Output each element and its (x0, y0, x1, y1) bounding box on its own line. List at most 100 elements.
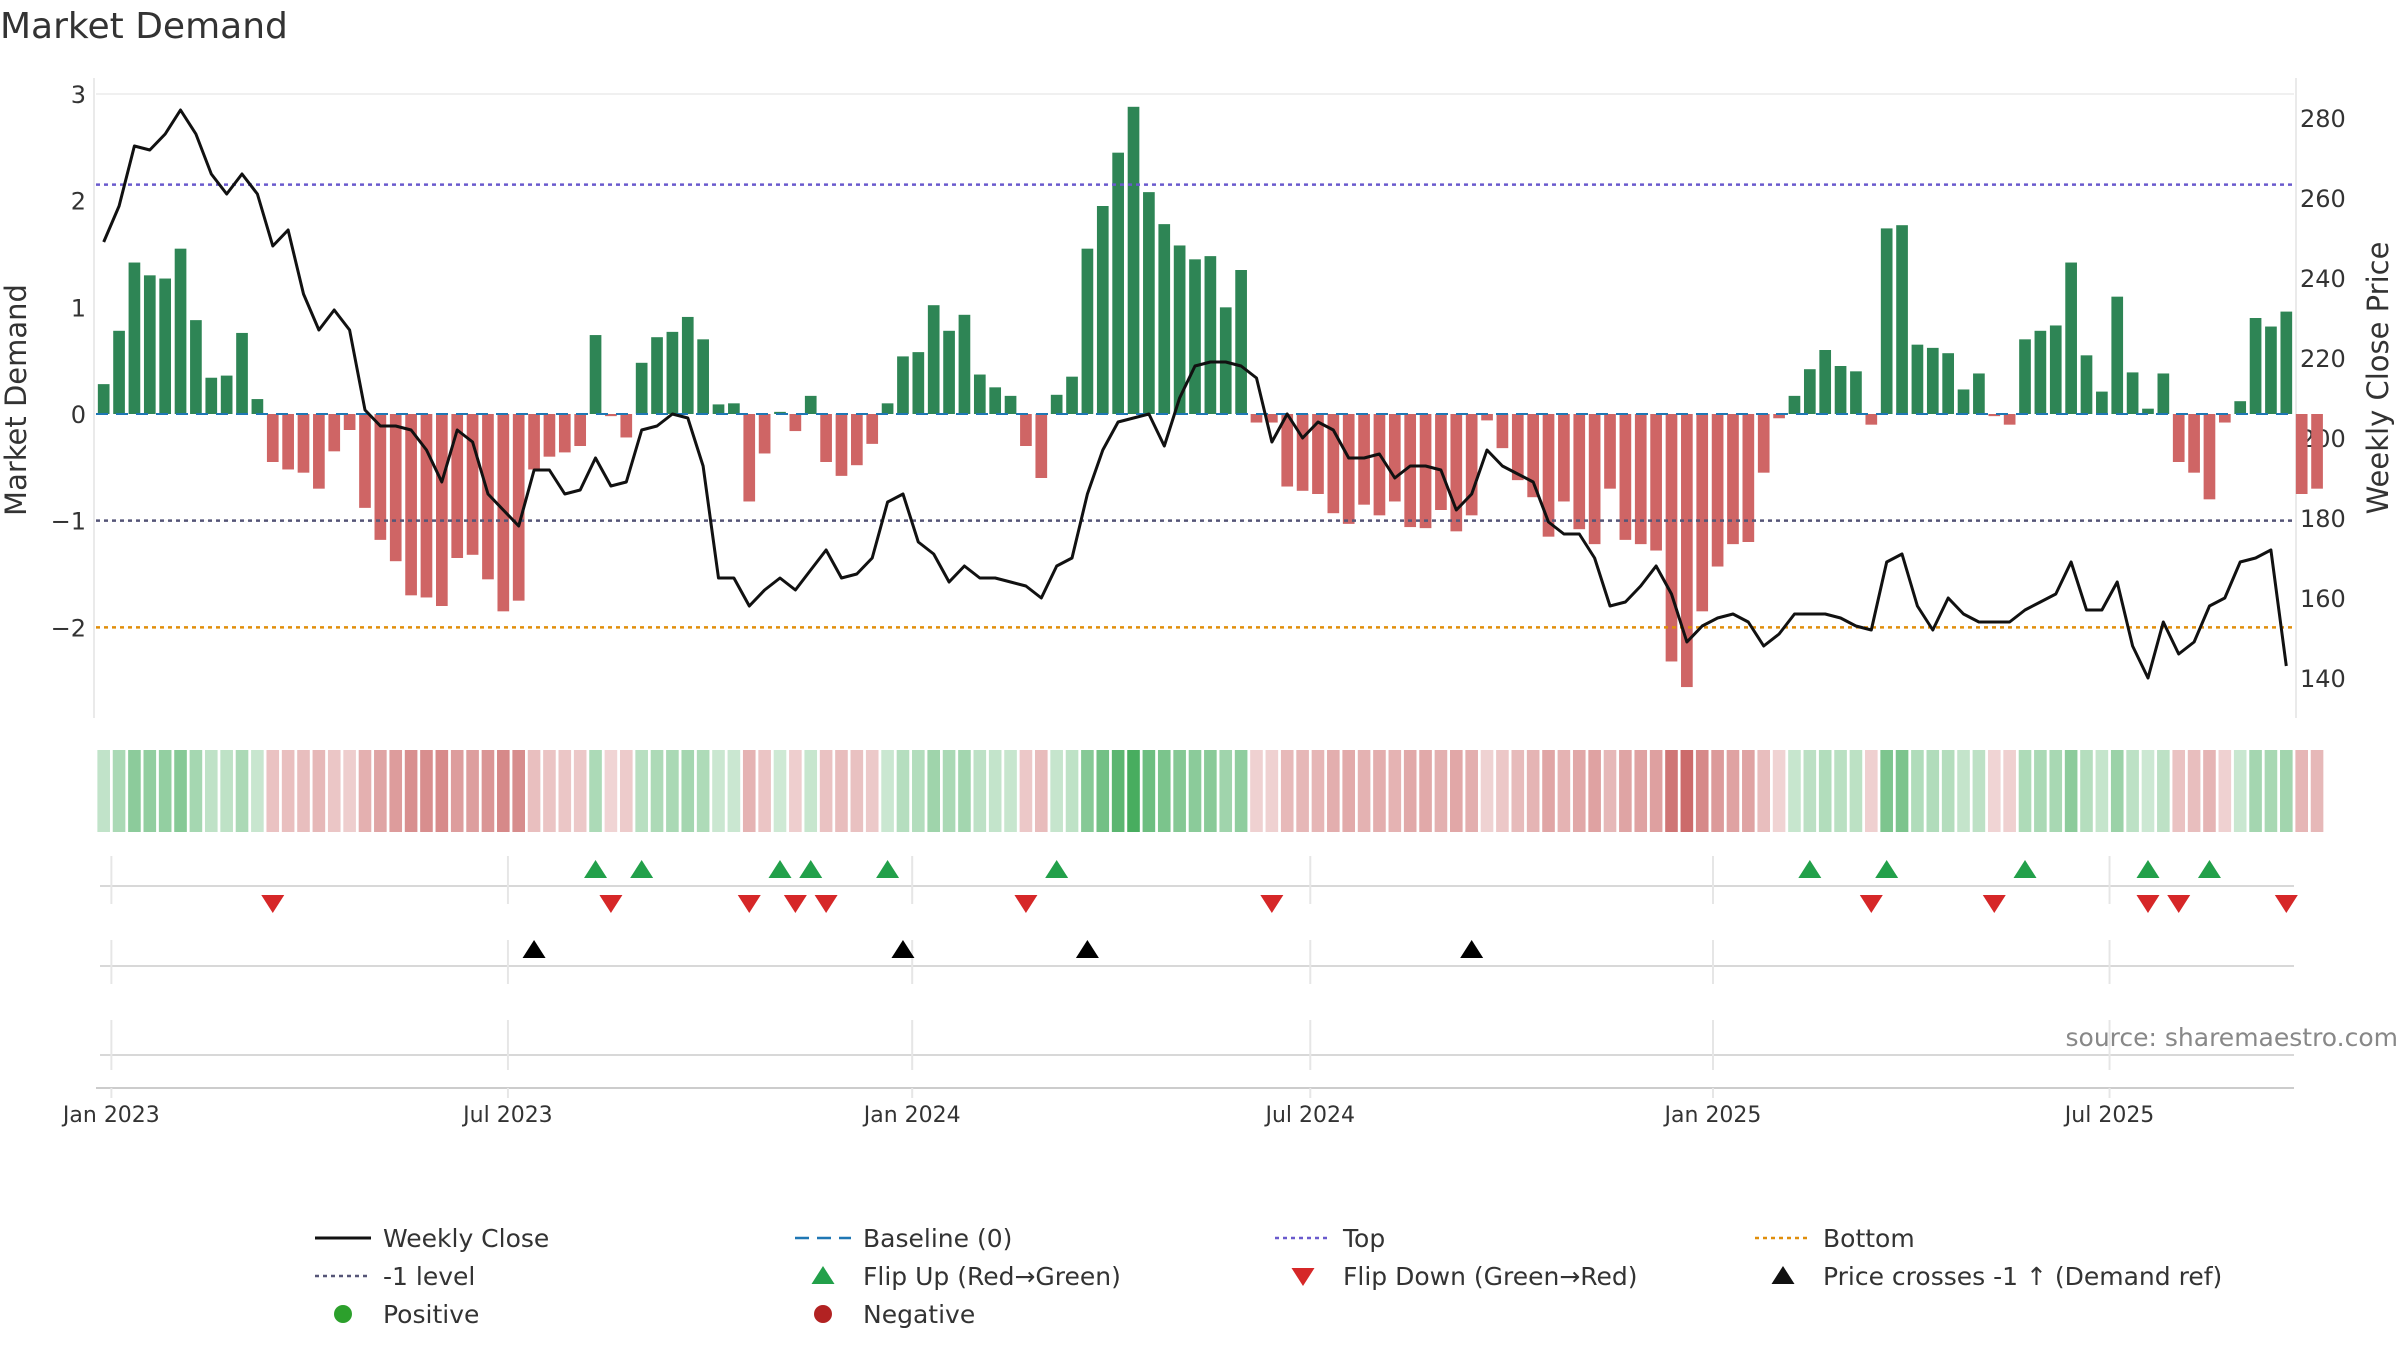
heat-cell (666, 750, 679, 832)
heat-cell (266, 750, 280, 832)
heat-cell (143, 750, 157, 832)
demand-bar (374, 414, 387, 540)
flip-up-marker (799, 860, 823, 878)
x-tick-label: Jul 2025 (2063, 1103, 2155, 1128)
demand-bar (1450, 414, 1463, 532)
heat-cell (635, 750, 648, 832)
demand-bar (1173, 245, 1186, 414)
source-label: source: sharemaestro.com (2066, 1023, 2399, 1052)
heat-cell (1849, 750, 1863, 832)
heat-cell (773, 750, 787, 832)
demand-bar (1588, 414, 1601, 545)
demand-bar (1911, 344, 1924, 414)
demand-bar (743, 414, 756, 502)
heat-cell (1065, 750, 1079, 832)
legend-label: Baseline (0) (863, 1224, 1012, 1253)
demand-bar (420, 414, 433, 598)
heat-cell (220, 750, 233, 832)
heat-cell (189, 750, 203, 832)
demand-bar (512, 414, 525, 601)
heat-cell (1911, 750, 1924, 832)
heat-cell (2018, 750, 2032, 832)
heat-cell (2295, 750, 2308, 832)
heat-cell (2003, 750, 2016, 832)
heat-cell (1280, 750, 1294, 832)
y-tick-label: 2 (71, 188, 86, 216)
heat-cell (1173, 750, 1186, 832)
demand-bar (1496, 414, 1509, 449)
heat-cell (2141, 750, 2155, 832)
demand-bar (159, 278, 172, 414)
heat-cell (1603, 750, 1617, 832)
demand-bar (1757, 414, 1770, 473)
heat-cell (850, 750, 864, 832)
demand-bar (1727, 414, 1739, 545)
heat-cell (2080, 750, 2093, 832)
y-tick-label: 0 (71, 401, 86, 429)
demand-bar (2265, 326, 2277, 414)
demand-bar (1619, 414, 1632, 540)
heat-cell (1572, 750, 1586, 832)
heat-cell (1081, 750, 1094, 832)
heat-cell (1941, 750, 1955, 832)
x-tick-label: Jan 2023 (61, 1103, 160, 1128)
flip-up-marker (2136, 860, 2160, 878)
heat-cell (988, 750, 1002, 832)
legend-item: Baseline (0) (795, 1224, 1012, 1253)
demand-bar (1020, 414, 1032, 446)
heat-cell (1511, 750, 1525, 832)
heat-cell (604, 750, 618, 832)
demand-bar (912, 352, 925, 414)
heat-cell (158, 750, 172, 832)
demand-bar (866, 414, 879, 444)
demand-bar (2234, 401, 2247, 414)
heat-cell (527, 750, 541, 832)
demand-bar (2157, 373, 2170, 414)
heat-cell (804, 750, 818, 832)
demand-bar (2249, 318, 2262, 414)
demand-bar (128, 262, 141, 414)
y2-tick-label: 180 (2300, 505, 2346, 533)
heat-cell (1004, 750, 1017, 832)
flip-down-marker (1982, 895, 2006, 913)
demand-bar (528, 414, 540, 470)
heat-cell (1865, 750, 1878, 832)
demand-bar (482, 414, 494, 580)
demand-bar (851, 414, 863, 466)
heat-cell (1296, 750, 1309, 832)
heat-cell (1742, 750, 1755, 832)
x-tick-label: Jan 2024 (862, 1103, 961, 1128)
heat-cell (1373, 750, 1386, 832)
heat-cell (543, 750, 556, 832)
heat-cell (558, 750, 572, 832)
demand-bar (1527, 414, 1539, 498)
heat-cell (1480, 750, 1494, 832)
marker-panels (96, 856, 2298, 1098)
demand-bar (1803, 369, 1816, 414)
demand-bar (897, 356, 909, 414)
legend-item: Bottom (1755, 1224, 1915, 1253)
demand-bar (1957, 389, 1970, 414)
flip-down-marker (1859, 895, 1883, 913)
demand-bar (1204, 256, 1217, 414)
heat-cell (1357, 750, 1371, 832)
heat-cell (2187, 750, 2201, 832)
heat-cell (1726, 750, 1740, 832)
heat-cell (1972, 750, 1986, 832)
heat-cell (912, 750, 925, 832)
demand-bar (466, 414, 479, 555)
flip-up-marker (1045, 860, 1069, 878)
demand-bar (1834, 366, 1847, 414)
legend-item: Price crosses -1 ↑ (Demand ref) (1771, 1262, 2222, 1291)
demand-bar (190, 320, 202, 414)
heat-cell (1034, 750, 1048, 832)
demand-bar (820, 414, 832, 462)
heat-cell (1219, 750, 1233, 832)
demand-bar (1281, 414, 1294, 487)
legend-label: Price crosses -1 ↑ (Demand ref) (1823, 1262, 2222, 1291)
demand-bar (1711, 414, 1724, 567)
demand-bar (681, 316, 694, 414)
demand-bar (2111, 296, 2124, 414)
heat-cell (712, 750, 725, 832)
demand-bar (2003, 414, 2016, 425)
